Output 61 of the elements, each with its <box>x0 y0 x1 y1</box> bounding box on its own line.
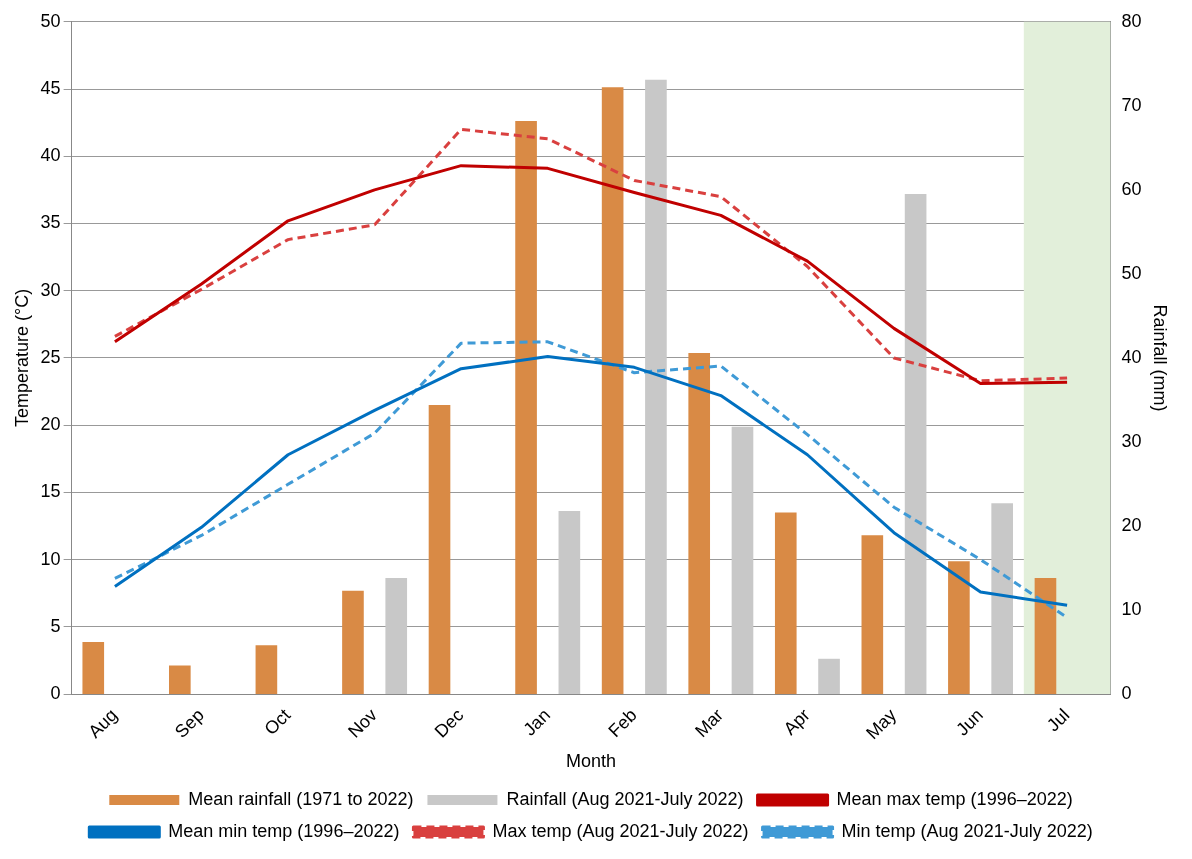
bar <box>861 535 884 695</box>
legend-label: Rainfall (Aug 2021-July 2022) <box>506 788 744 809</box>
y2-axis-title: Rainfall (mm) <box>1150 304 1171 412</box>
y-tick-label: 20 <box>40 414 61 435</box>
bar <box>385 578 408 695</box>
x-axis-title: Month <box>565 751 617 772</box>
legend-label: Mean rainfall (1971 to 2022) <box>188 788 414 809</box>
x-tick-label: Jul <box>1043 704 1074 736</box>
legend-label: Max temp (Aug 2021-July 2022) <box>492 820 749 841</box>
y2-tick-label: 70 <box>1121 94 1142 115</box>
y2-tick-label: 60 <box>1121 178 1142 199</box>
y2-tick-label: 80 <box>1121 10 1142 31</box>
x-tick-label: Feb <box>604 704 641 741</box>
bar <box>169 665 191 695</box>
x-tick-label: Nov <box>344 704 381 742</box>
bar <box>818 658 840 695</box>
bar <box>255 645 278 695</box>
y2-tick-label: 50 <box>1121 262 1142 283</box>
bar <box>342 590 364 695</box>
y-tick-label: 35 <box>40 212 61 233</box>
bar <box>601 87 624 695</box>
y-tick-label: 5 <box>50 615 61 636</box>
legend-label: Mean min temp (1996–2022) <box>168 820 400 841</box>
x-tick-label: Oct <box>260 704 295 739</box>
x-tick-label: Mar <box>691 704 728 741</box>
y-tick-label: 10 <box>40 548 61 569</box>
x-tick-label: Sep <box>171 704 208 742</box>
bar <box>948 561 970 695</box>
bar <box>515 120 537 695</box>
x-tick-label: Apr <box>779 704 814 739</box>
y2-tick-label: 40 <box>1121 346 1142 367</box>
x-tick-label: Dec <box>430 704 468 742</box>
bar <box>82 641 105 695</box>
y-tick-label: 25 <box>40 346 61 367</box>
y2-tick-label: 10 <box>1121 599 1142 620</box>
bar <box>428 405 451 695</box>
bar <box>991 503 1013 695</box>
y-tick-label: 30 <box>40 279 61 300</box>
x-tick-label: Jun <box>952 704 987 740</box>
legend-label: Mean max temp (1996–2022) <box>836 788 1073 809</box>
bar <box>1034 578 1057 695</box>
bar <box>688 352 711 695</box>
bar <box>904 194 927 695</box>
y-tick-label: 0 <box>50 683 61 704</box>
bar <box>774 512 797 695</box>
y-tick-label: 40 <box>40 145 61 166</box>
bar <box>645 79 667 695</box>
y-tick-label: 15 <box>40 481 61 502</box>
bar <box>731 426 754 695</box>
y2-tick-label: 0 <box>1121 683 1132 704</box>
x-tick-label: May <box>862 704 901 744</box>
bar <box>558 510 581 695</box>
y2-tick-label: 20 <box>1121 514 1142 535</box>
legend-label: Min temp (Aug 2021-July 2022) <box>841 820 1093 841</box>
x-tick-label: Aug <box>84 704 122 742</box>
x-tick-label: Jan <box>519 704 555 740</box>
y-axis-title: Temperature (°C) <box>11 288 32 428</box>
y-tick-label: 50 <box>40 10 61 31</box>
y-tick-label: 45 <box>40 78 61 98</box>
line-series <box>113 127 1069 383</box>
y2-tick-label: 30 <box>1121 430 1142 451</box>
